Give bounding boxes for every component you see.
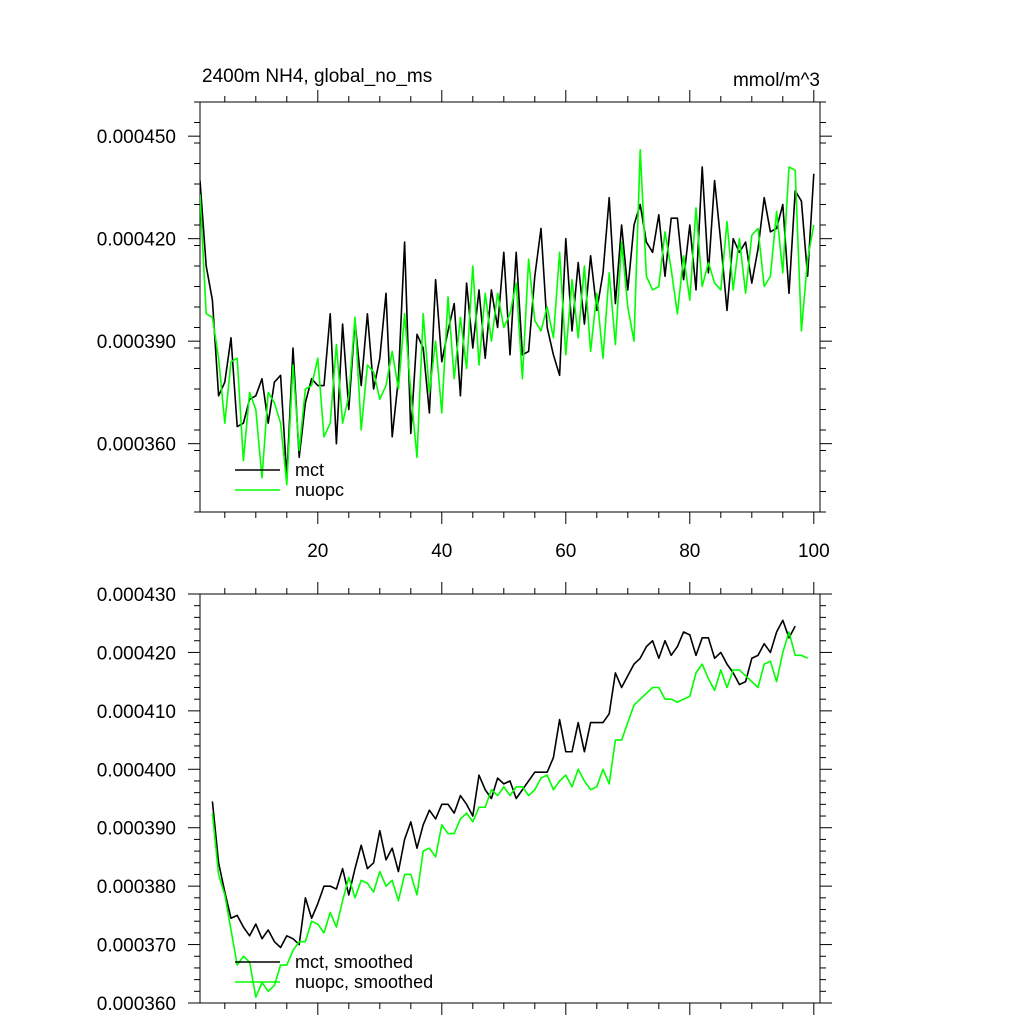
legend-label: nuopc [295,480,344,500]
legend-label: nuopc, smoothed [295,972,433,992]
y-tick-label: 0.000400 [97,760,176,781]
top-plot: 20 40 60 80 100 0.000360 0.000390 0.000420 0.000… [97,90,832,562]
series-line-mct [200,166,815,479]
x-tick-label: 60 [555,541,576,562]
legend-label: mct [295,460,324,480]
y-tick-label: 0.000370 [97,936,176,957]
y-tick-label: 0.000390 [97,332,176,353]
bottom-plot: 0.000360 0.000370 0.000380 0.000390 0.000400… [97,582,832,1015]
x-tick-label: 20 [307,541,328,562]
y-tick-label: 0.000360 [97,994,176,1015]
y-tick-label: 0.000410 [97,702,176,723]
series-line-mct-smoothed [211,619,796,949]
y-tick-label: 0.000420 [97,230,176,251]
series-line-nuopc-smoothed [211,631,808,998]
y-tick-label: 0.000360 [97,435,176,456]
y-tick-label: 0.000450 [97,127,176,148]
y-tick-label: 0.000380 [97,877,176,898]
series-line-nuopc [200,149,815,486]
y-tick-label: 0.000390 [97,819,176,840]
x-tick-label: 100 [798,541,830,562]
x-tick-label: 40 [431,541,452,562]
y-tick-label: 0.000430 [97,585,176,606]
legend-label: mct, smoothed [295,952,413,972]
chart-title: 2400m NH4, global_no_ms [202,66,432,87]
y-tick-label: 0.000420 [97,643,176,664]
plot-frame [199,593,821,1004]
x-tick-label: 80 [679,541,700,562]
chart-units: mmol/m^3 [733,70,820,91]
